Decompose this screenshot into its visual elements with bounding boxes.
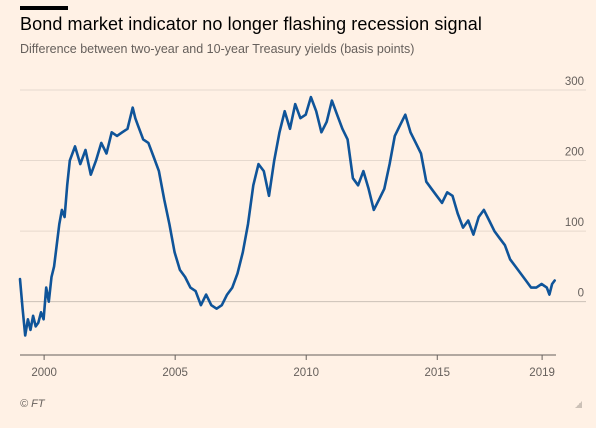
- chart-title: Bond market indicator no longer flashing…: [20, 14, 482, 34]
- chart-subtitle: Difference between two-year and 10-year …: [20, 42, 415, 56]
- series-line-yield-spread: [18, 95, 556, 337]
- x-tick-label: 2000: [31, 367, 57, 379]
- y-tick-label: 300: [565, 76, 584, 88]
- x-tick-label: 2019: [529, 367, 555, 379]
- x-tick-label: 2015: [424, 367, 450, 379]
- x-tick-label: 2005: [162, 367, 188, 379]
- y-tick-label: 0: [578, 288, 584, 300]
- x-axis: 2000 2005 2010 2015 2019: [20, 354, 556, 379]
- source-credit: © FT: [20, 398, 45, 410]
- y-tick-label: 100: [565, 217, 584, 229]
- y-axis-labels: 300 200 100 0: [565, 76, 584, 300]
- title-accent-bar: [20, 6, 68, 10]
- grid-lines: [20, 89, 586, 303]
- resize-grip-icon[interactable]: [575, 401, 582, 408]
- x-tick-label: 2010: [293, 367, 319, 379]
- y-tick-label: 200: [565, 147, 584, 159]
